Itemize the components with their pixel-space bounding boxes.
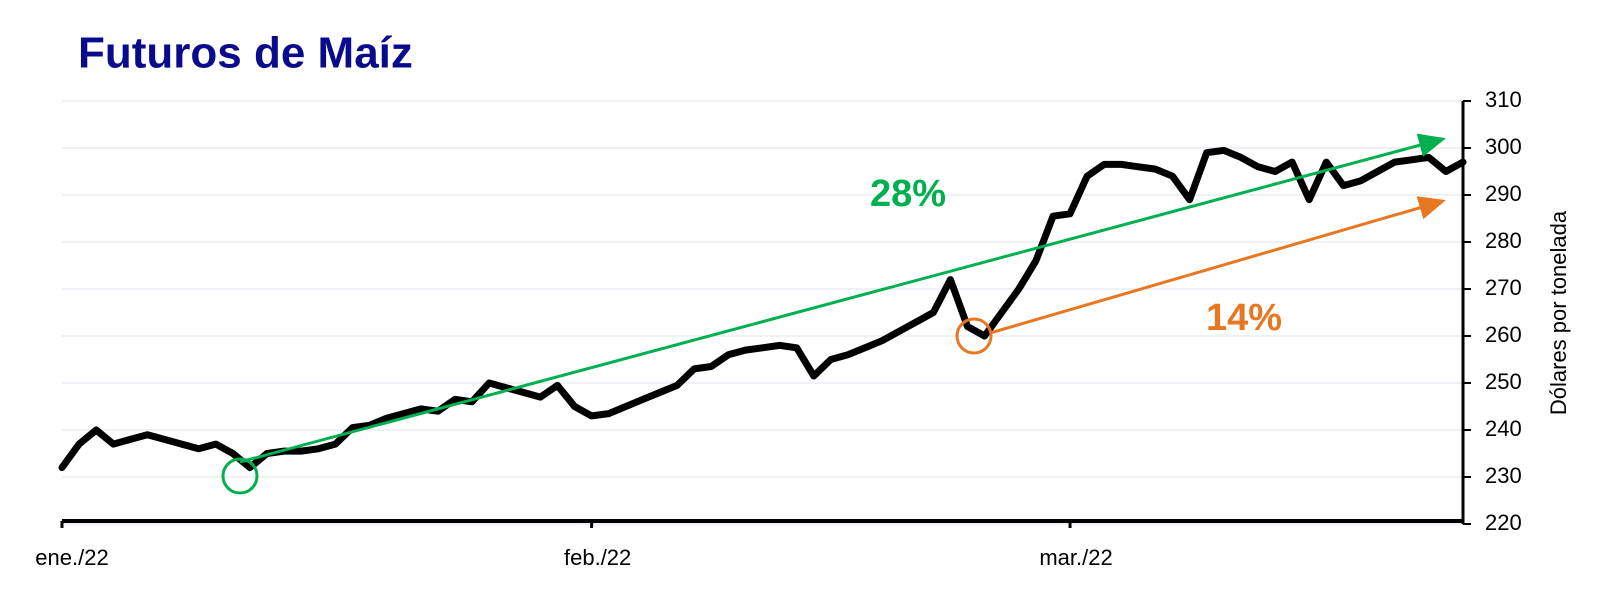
y-tick-label: 290 [1485,181,1522,206]
y-tick-label: 310 [1485,87,1522,112]
y-tick-label: 220 [1485,510,1522,535]
y-tick-label: 280 [1485,228,1522,253]
trend-arrow [239,133,1446,464]
y-tick-label: 300 [1485,134,1522,159]
line-series [58,146,1467,472]
y-axis-label: Dólares por tonelada [1546,210,1571,415]
chart-title: Futuros de Maíz [78,29,413,78]
y-tick-label: 270 [1485,275,1522,300]
y-tick-label: 230 [1485,463,1522,488]
annotation: 28% [870,173,946,215]
annotation: 14% [1206,297,1282,339]
x-tick-label: ene./22 [35,545,108,570]
y-tick-label: 250 [1485,369,1522,394]
y-tick-label: 240 [1485,416,1522,441]
trend-arrow [989,196,1446,335]
x-tick-label: feb./22 [564,545,631,570]
highlight-circle [955,317,993,355]
highlight-circle [221,457,259,495]
plot: 220 230 240 250 260 270 280 290 300 310 ene./22 feb… [35,87,1521,570]
y-tick-label: 260 [1485,322,1522,347]
x-tick-label: mar./22 [1039,545,1112,570]
